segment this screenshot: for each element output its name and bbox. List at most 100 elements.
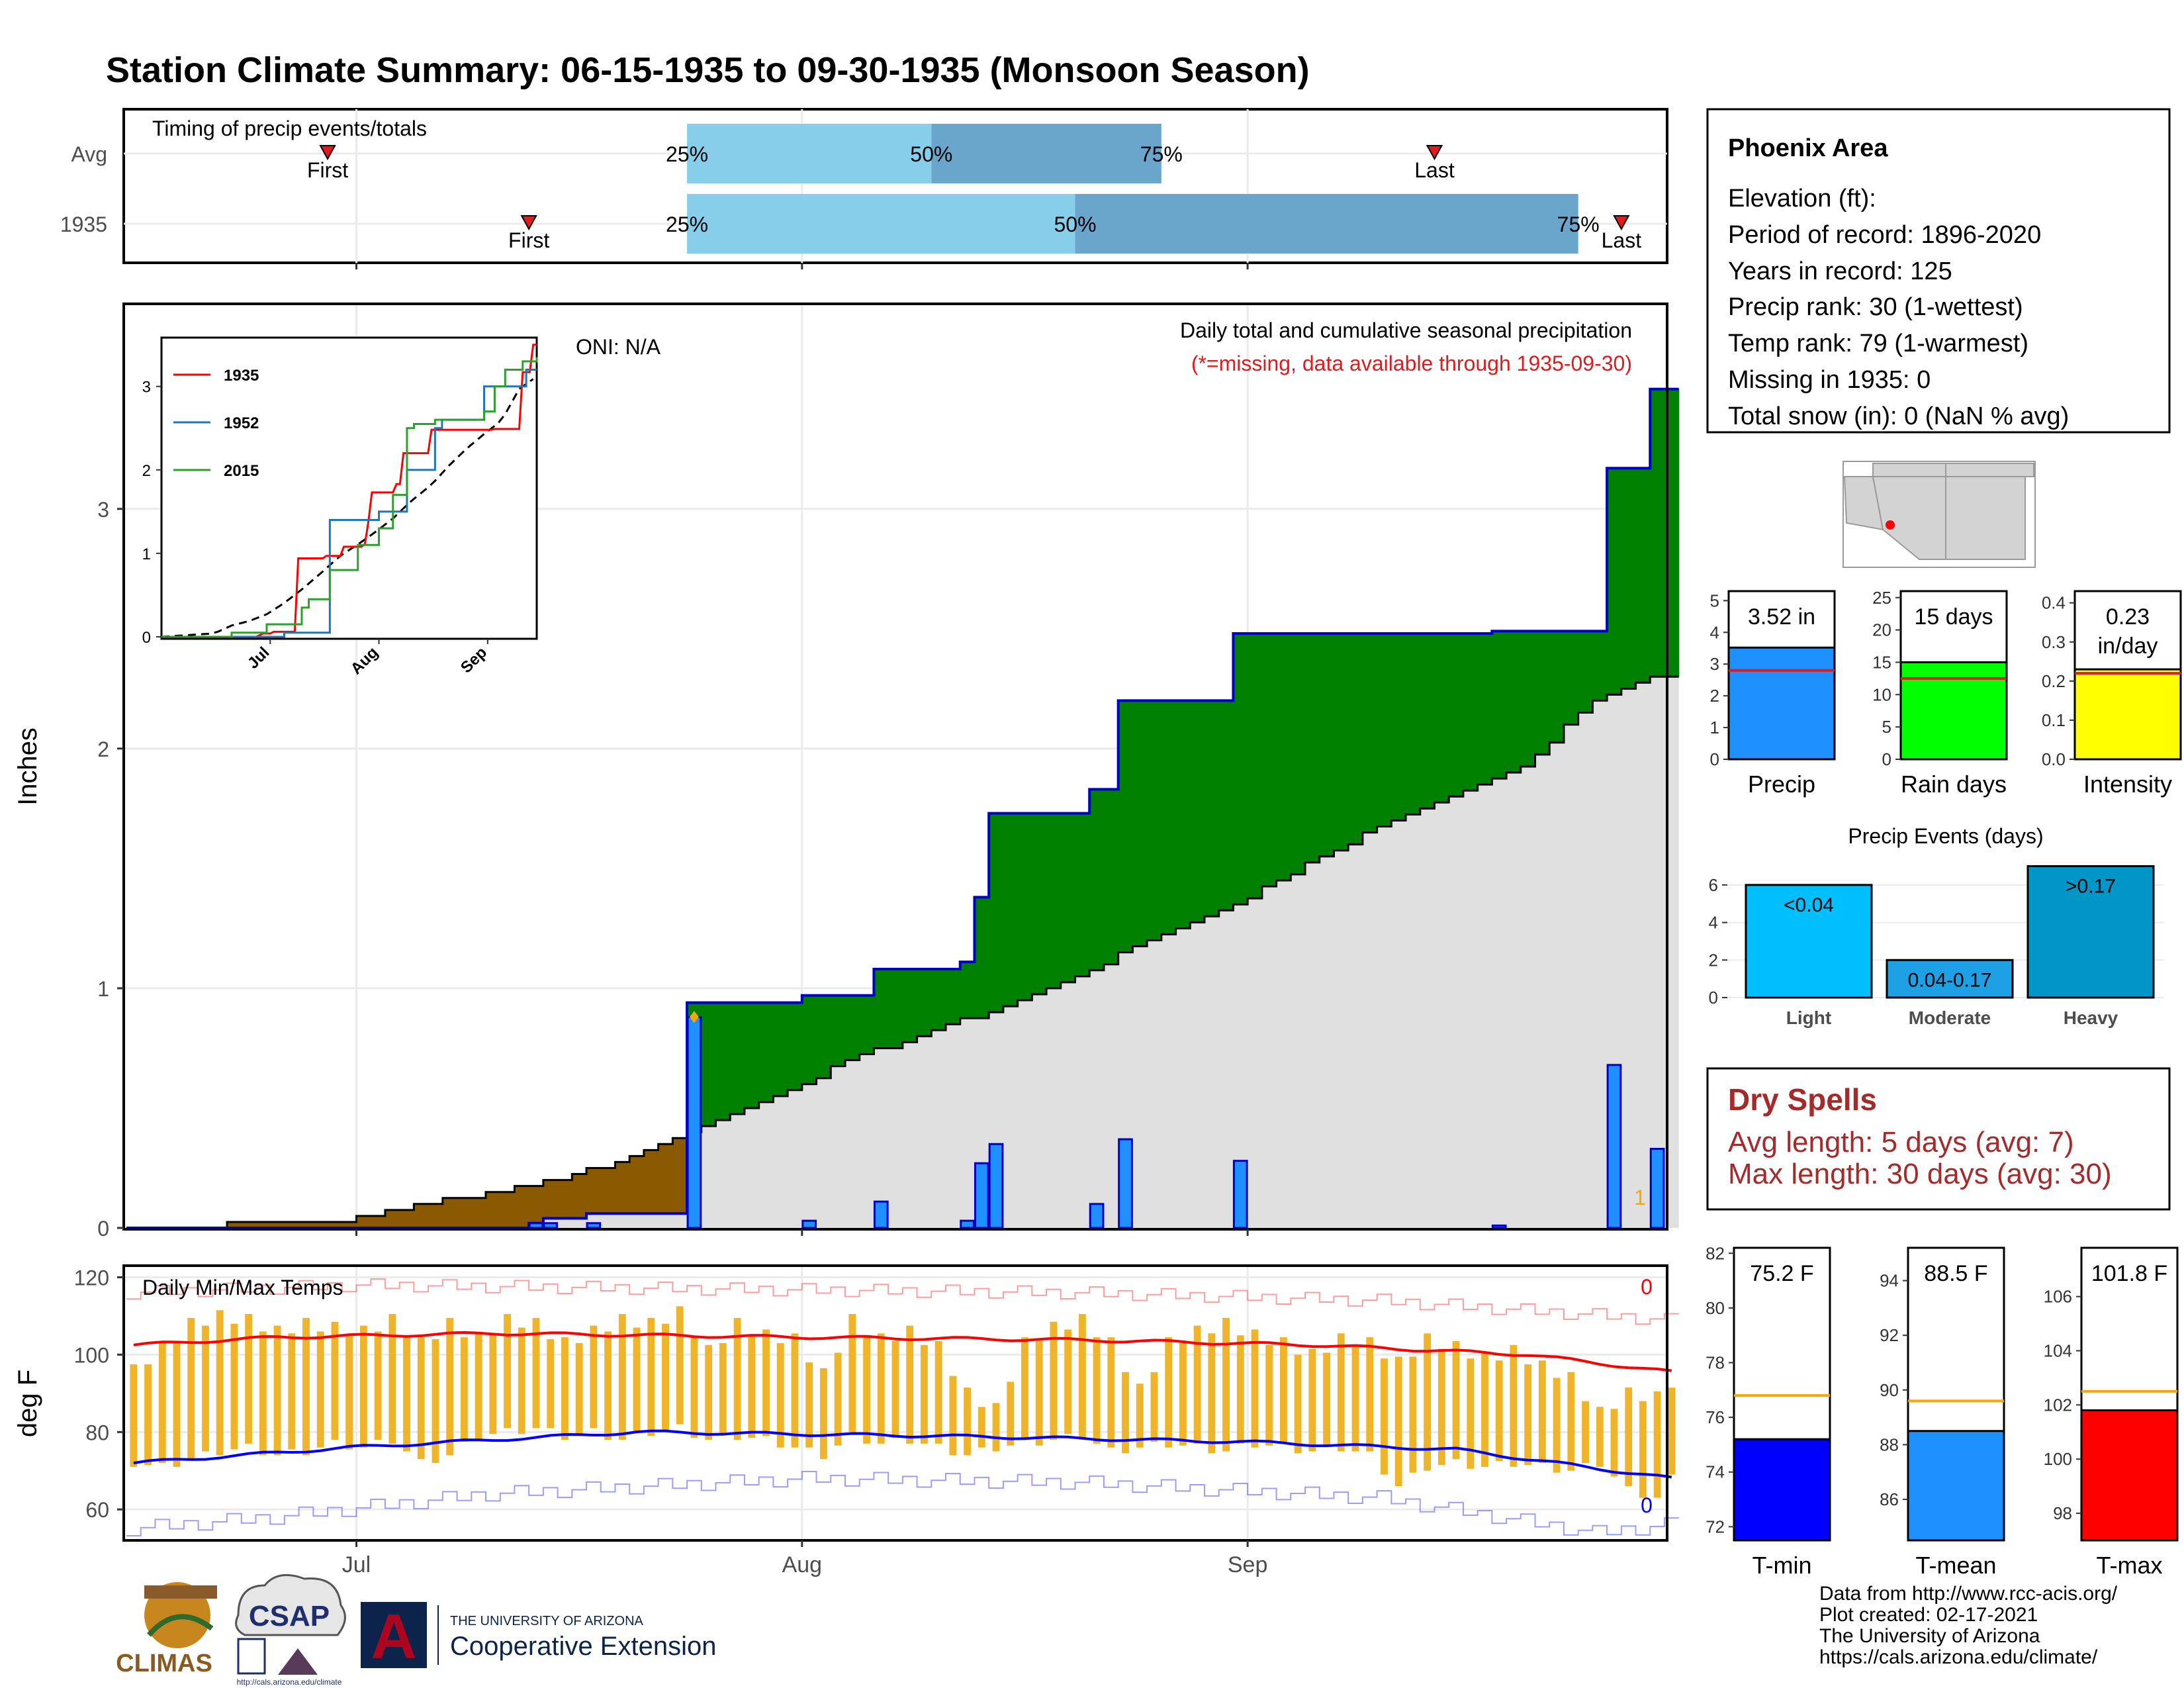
inset-avg-line: [161, 378, 534, 638]
daily-temp-bar: [1093, 1337, 1101, 1444]
daily-temp-bar: [1481, 1352, 1488, 1467]
daily-temp-bar: [1007, 1382, 1015, 1446]
daily-temp-bar: [547, 1339, 555, 1429]
below-avg-area: [414, 1203, 429, 1228]
daily-temp-bar: [705, 1344, 713, 1440]
below-avg-area: [385, 1209, 400, 1228]
tmin-tick-label: 82: [1706, 1243, 1725, 1263]
rain-days-tick-label: 5: [1882, 717, 1891, 737]
tmax-value-bar: [2080, 1409, 2179, 1542]
avg-cumulative-area: [126, 677, 1679, 1228]
rain-days-tick-label: 0: [1882, 749, 1891, 769]
above-avg-area: [1607, 468, 1622, 695]
above-avg-area: [1003, 813, 1019, 1007]
temp-ytick-label: 100: [74, 1343, 109, 1367]
tmin-tick-label: 72: [1706, 1517, 1725, 1536]
daily-temp-bar: [834, 1352, 842, 1446]
daily-temp-bar: [690, 1337, 698, 1438]
station-box: Phoenix Area Elevation (ft): Period of r…: [1706, 108, 2171, 434]
daily-precip-bar: [960, 1219, 975, 1229]
above-avg-area: [1563, 631, 1579, 725]
events-tick-label: 2: [1709, 950, 1718, 970]
ua-small-text: THE UNIVERSITY OF ARIZONA: [450, 1614, 644, 1628]
footer-line-url: https://cals.arizona.edu/climate/: [1819, 1646, 2098, 1668]
daily-temp-bar: [1553, 1378, 1561, 1473]
intensity-value-text: 0.23: [2106, 604, 2150, 630]
above-avg-area: [1218, 700, 1234, 911]
events-bar-label: Heavy: [2064, 1008, 2118, 1028]
daily-precip-bar: [1118, 1138, 1133, 1229]
below-avg-area: [600, 1168, 616, 1214]
events-tick-label: 0: [1709, 988, 1718, 1008]
daily-temp-bar: [288, 1333, 296, 1450]
record-high-line: [126, 1278, 1679, 1325]
intensity-label: Intensity: [2083, 771, 2172, 798]
above-avg-area: [1348, 633, 1363, 845]
daily-temp-bar: [432, 1339, 439, 1464]
precip-events-chart: Precip Events (days) 0 2 4 6 <0.04 Light 0.04-…: [1709, 824, 2164, 1028]
above-avg-area: [1377, 633, 1392, 827]
above-avg-area: [1103, 789, 1119, 964]
below-avg-area: [643, 1150, 659, 1214]
above-avg-area: [1391, 633, 1406, 821]
daily-temp-bar: [259, 1331, 267, 1456]
below-avg-area: [514, 1186, 529, 1228]
daily-precip-bar: [1089, 1203, 1105, 1229]
page-title: Station Climate Summary: 06-15-1935 to 0…: [106, 50, 1310, 90]
events-title: Precip Events (days): [1848, 824, 2043, 848]
tmean-tick-label: 88: [1880, 1434, 1899, 1454]
daily-temp-bar: [791, 1333, 799, 1448]
xtick-label: Aug: [782, 1552, 823, 1577]
rain-days-tick-label: 20: [1872, 620, 1891, 640]
above-avg-area: [1132, 700, 1148, 947]
inset-ytick-label: 3: [142, 379, 151, 397]
daily-temp-bar: [1467, 1358, 1475, 1469]
temp-ylabel: deg F: [13, 1370, 42, 1437]
daily-temp-bar: [1366, 1337, 1374, 1452]
timing-bar-q2-q3: [1075, 194, 1578, 254]
footer-line-data: Data from http://www.rcc-acis.org/: [1819, 1583, 2118, 1605]
climas-logo: CLIMAS: [116, 1582, 217, 1677]
timing-row-avg-label: Avg: [71, 142, 107, 166]
below-avg-area: [284, 1221, 300, 1228]
tmax-tick-label: 98: [2053, 1503, 2072, 1523]
daily-temp-bar: [1308, 1348, 1316, 1452]
above-avg-area: [1477, 633, 1492, 785]
daily-temp-bar: [1567, 1372, 1575, 1471]
daily-temp-bar: [934, 1340, 942, 1444]
daily-temp-bar: [202, 1325, 209, 1452]
daily-temp-bar: [1510, 1344, 1518, 1467]
above-avg-area: [816, 995, 831, 1078]
below-avg-area: [672, 1138, 688, 1214]
ua-cooperative-extension: Cooperative Extension: [450, 1632, 716, 1661]
daily-temp-bar: [1236, 1335, 1244, 1444]
above-avg-area: [1463, 633, 1479, 791]
daily-temp-bar: [374, 1331, 382, 1440]
above-avg-area: [844, 995, 860, 1060]
dry-spells-title: Dry Spells: [1728, 1082, 1877, 1117]
station-line-snow: Total snow (in): 0 (NaN % avg): [1728, 402, 2069, 430]
daily-temp-bar: [863, 1335, 870, 1444]
rain-days-value-bar: [1899, 661, 2008, 761]
footer-line-university: The University of Arizona: [1819, 1625, 2040, 1647]
tmin-value-text: 75.2 F: [1750, 1261, 1813, 1286]
daily-temp-bar: [1035, 1340, 1043, 1446]
above-avg-area: [1017, 813, 1032, 1001]
below-avg-area: [586, 1168, 602, 1214]
above-avg-area: [1492, 631, 1507, 779]
daily-precip-bar: [1606, 1064, 1622, 1229]
temp-ytick-label: 60: [85, 1498, 109, 1522]
daily-temp-bar: [1280, 1337, 1287, 1444]
avg-tmax-line: [133, 1331, 1672, 1372]
station-line-precip-rank: Precip rank: 30 (1-wettest): [1728, 293, 2023, 321]
precip-ytick-label: 3: [97, 498, 109, 522]
events-tick-label: 4: [1709, 913, 1718, 933]
daily-temp-bar: [1582, 1401, 1589, 1464]
timing-marker-last: [1426, 145, 1443, 161]
station-line-temp-rank: Temp rank: 79 (1-warmest): [1728, 330, 2028, 357]
above-avg-area: [788, 1002, 803, 1090]
below-avg-area: [615, 1162, 630, 1214]
timing-bar-q2-q3: [931, 124, 1161, 183]
below-avg-area: [399, 1209, 414, 1228]
